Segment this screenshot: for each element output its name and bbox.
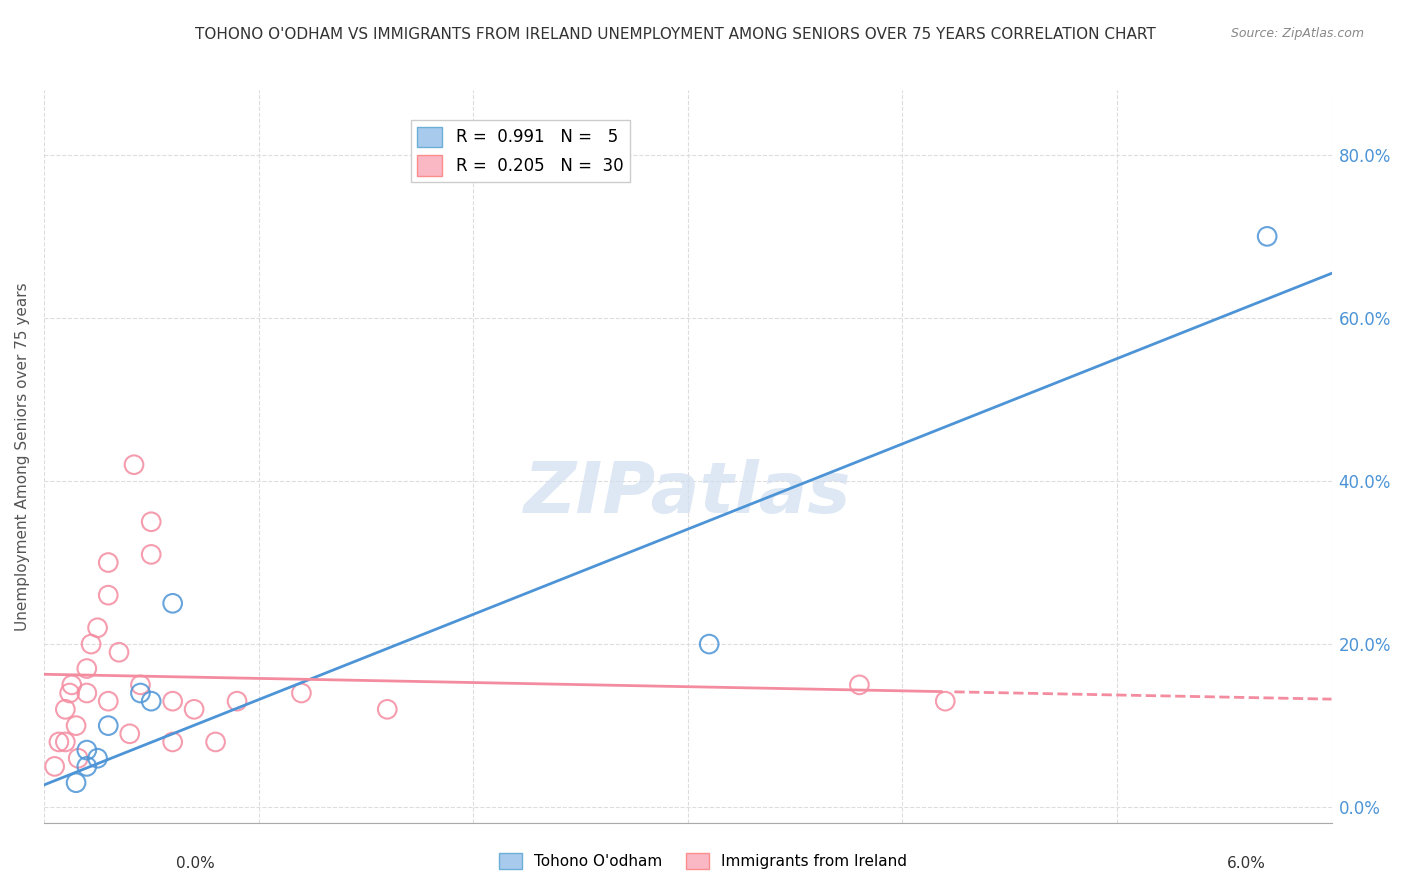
Point [76,759,98,773]
Point [129,686,152,700]
Point [129,678,152,692]
Legend: Tohono O'odham, Immigrants from Ireland: Tohono O'odham, Immigrants from Ireland [494,847,912,875]
Point [44,759,66,773]
Point [67,751,90,765]
Point [53,735,76,749]
Point [162,694,184,708]
Point [97,718,120,732]
Point [60,678,83,692]
Point [97,694,120,708]
Text: Source: ZipAtlas.com: Source: ZipAtlas.com [1230,27,1364,40]
Point [1256,229,1278,244]
Point [76,743,98,757]
Text: 6.0%: 6.0% [1226,856,1265,871]
Point [118,727,141,741]
Text: TOHONO O'ODHAM VS IMMIGRANTS FROM IRELAND UNEMPLOYMENT AMONG SENIORS OVER 75 YEA: TOHONO O'ODHAM VS IMMIGRANTS FROM IRELAN… [194,27,1156,42]
Point [183,702,205,716]
Point [375,702,398,716]
Point [80,637,103,651]
Point [141,515,163,529]
Point [48,735,70,749]
Point [53,702,76,716]
Y-axis label: Unemployment Among Seniors over 75 years: Unemployment Among Seniors over 75 years [15,282,30,631]
Point [59,686,82,700]
Point [848,678,870,692]
Point [108,645,131,659]
Point [65,775,87,789]
Legend: R =  0.991   N =   5, R =  0.205   N =  30: R = 0.991 N = 5, R = 0.205 N = 30 [411,120,630,182]
Text: ZIPatlas: ZIPatlas [524,458,852,528]
Point [162,596,184,610]
Point [76,686,98,700]
Text: 0.0%: 0.0% [176,856,215,871]
Point [934,694,956,708]
Point [141,694,163,708]
Point [86,751,108,765]
Point [65,718,87,732]
Point [290,686,312,700]
Point [122,458,145,472]
Point [141,548,163,562]
Point [162,735,184,749]
Point [97,588,120,602]
Point [697,637,720,651]
Point [226,694,249,708]
Point [204,735,226,749]
Point [86,621,108,635]
Point [76,661,98,675]
Point [97,556,120,570]
